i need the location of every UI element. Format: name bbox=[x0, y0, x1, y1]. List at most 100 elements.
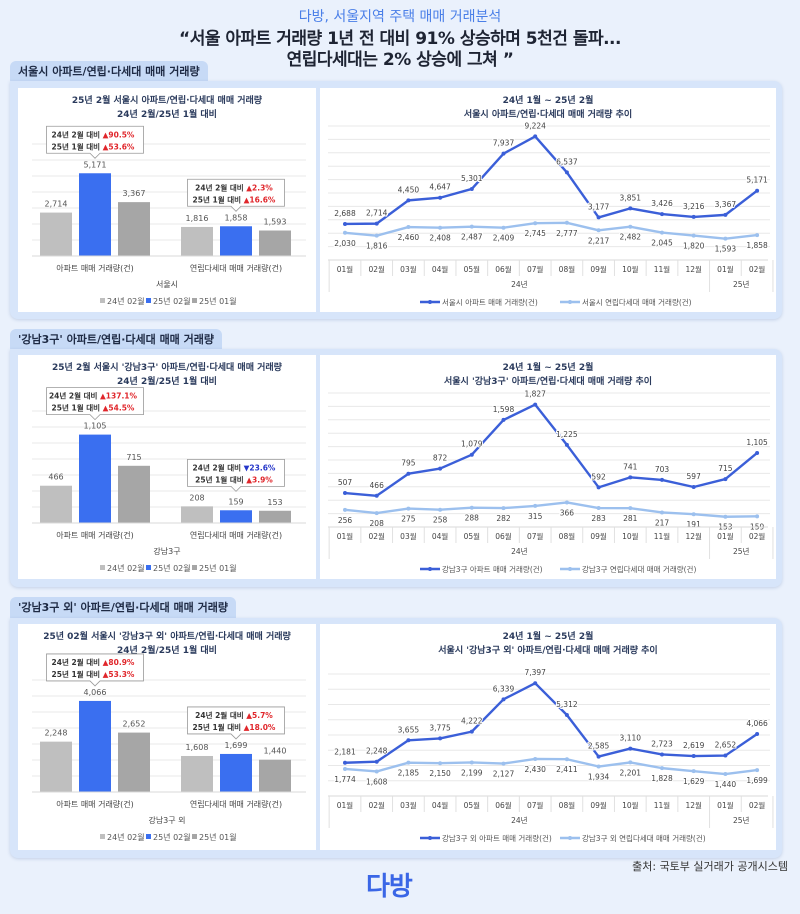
chart-subtitle: 서울시 아파트/연립·다세대 매매 거래량 추이 bbox=[464, 108, 632, 120]
legend-swatch bbox=[192, 834, 197, 839]
data-label: 3,851 bbox=[620, 193, 642, 202]
month-label: 01월 bbox=[337, 264, 354, 274]
data-label: 2,150 bbox=[429, 769, 451, 778]
data-point bbox=[596, 764, 601, 769]
callout-box bbox=[187, 706, 285, 740]
month-label: 07월 bbox=[527, 531, 544, 541]
callout-label: 25년 1월 대비 bbox=[52, 669, 103, 679]
month-label: 04월 bbox=[432, 800, 449, 810]
legend-label: 25년 02월 bbox=[153, 296, 191, 306]
month-label: 05월 bbox=[464, 800, 481, 810]
increase-value: ▲54.5% bbox=[103, 404, 135, 413]
data-label: 315 bbox=[528, 512, 543, 521]
legend-label: 25년 01월 bbox=[199, 296, 237, 306]
data-point bbox=[501, 697, 506, 702]
decrease-value: ▼23.6% bbox=[244, 463, 276, 472]
bar bbox=[220, 753, 252, 792]
month-label: 11월 bbox=[654, 800, 671, 810]
callout-line: 24년 2월 대비 ▲5.7% bbox=[195, 710, 273, 720]
callout-label: 25년 1월 대비 bbox=[193, 722, 244, 732]
data-point bbox=[469, 452, 474, 457]
data-label: 258 bbox=[433, 516, 448, 525]
year-label: 24년 bbox=[511, 279, 528, 289]
callout-line: 25년 1월 대비 ▲53.3% bbox=[52, 669, 135, 679]
legend-marker bbox=[568, 836, 572, 840]
data-label: 1,593 bbox=[715, 245, 737, 254]
month-label: 01월 bbox=[337, 800, 354, 810]
data-point bbox=[660, 477, 664, 482]
data-label: 1,828 bbox=[651, 774, 673, 783]
data-label: 6,339 bbox=[493, 684, 515, 693]
data-label: 281 bbox=[623, 514, 638, 523]
line-chart-gangnam3: 24년 1월 ~ 25년 2월 서울시 '강남3구' 아파트/연립·다세대 매매 … bbox=[320, 355, 776, 579]
bar bbox=[259, 230, 291, 256]
data-point bbox=[533, 503, 538, 508]
data-point bbox=[533, 756, 538, 761]
callout-label: 24년 2월 대비 bbox=[193, 462, 244, 472]
increase-value: ▲53.3% bbox=[103, 670, 135, 679]
bar-value-label: 715 bbox=[126, 453, 141, 462]
bar bbox=[79, 434, 111, 523]
bar bbox=[118, 465, 150, 523]
data-point bbox=[691, 512, 696, 517]
legend-label: 24년 02월 bbox=[107, 563, 145, 573]
data-point bbox=[755, 514, 760, 519]
data-point bbox=[374, 493, 379, 498]
data-label: 3,426 bbox=[651, 199, 673, 208]
data-point bbox=[628, 746, 633, 751]
bar-value-label: 2,248 bbox=[45, 729, 68, 738]
data-point bbox=[406, 760, 411, 765]
bar bbox=[118, 732, 150, 792]
data-point bbox=[469, 729, 474, 734]
month-label: 01월 bbox=[717, 531, 734, 541]
month-label: 11월 bbox=[654, 264, 671, 274]
callout-line: 24년 2월 대비 ▲2.3% bbox=[195, 182, 273, 192]
month-label: 10월 bbox=[622, 264, 639, 274]
increase-value: ▲90.5% bbox=[103, 130, 135, 139]
data-label: 1,934 bbox=[588, 773, 610, 782]
chart-subtitle: 24년 2월/25년 1월 대비 bbox=[117, 108, 217, 120]
category-label: 아파트 매매 거래량(건) bbox=[56, 530, 134, 540]
data-label: 5,171 bbox=[746, 176, 768, 185]
bar-chart-seoul: 25년 2월 서울시 아파트/연립·다세대 매매 거래량 24년 2월/25년 1… bbox=[18, 88, 316, 312]
bar-chart-non-gangnam3: 25년 02월 서울시 '강남3구 외' 아파트/연립·다세대 매매 거래량 24… bbox=[18, 624, 316, 850]
data-label: 208 bbox=[370, 519, 385, 528]
data-point bbox=[755, 768, 760, 773]
data-point bbox=[469, 224, 474, 229]
bar-value-label: 1,593 bbox=[264, 218, 287, 227]
data-label: 2,045 bbox=[651, 239, 673, 248]
month-label: 12월 bbox=[685, 800, 702, 810]
callout-line: 24년 2월 대비 ▲137.1% bbox=[49, 391, 138, 401]
data-label: 282 bbox=[496, 514, 511, 523]
month-label: 03월 bbox=[400, 264, 417, 274]
data-point bbox=[374, 233, 379, 238]
increase-value: ▲3.9% bbox=[246, 475, 273, 484]
month-label: 02월 bbox=[749, 800, 766, 810]
data-label: 2,723 bbox=[651, 739, 673, 748]
category-label: 연립다세대 매매 거래량(건) bbox=[190, 799, 282, 809]
callout-box bbox=[46, 125, 144, 159]
callout-box bbox=[187, 458, 285, 492]
data-point bbox=[691, 754, 696, 759]
chart-subtitle: 24년 2월/25년 1월 대비 bbox=[117, 375, 217, 387]
data-label: 1,225 bbox=[556, 430, 578, 439]
data-point bbox=[469, 760, 474, 765]
bar-value-label: 1,699 bbox=[225, 741, 248, 750]
increase-value: ▲16.6% bbox=[244, 195, 276, 204]
month-label: 04월 bbox=[432, 531, 449, 541]
year-label: 24년 bbox=[511, 546, 528, 556]
data-label: 5,301 bbox=[461, 174, 483, 183]
data-label: 1,699 bbox=[746, 776, 768, 785]
legend-swatch bbox=[100, 834, 105, 839]
data-label: 275 bbox=[401, 515, 416, 524]
data-label: 366 bbox=[560, 508, 575, 517]
category-label: 연립다세대 매매 거래량(건) bbox=[190, 530, 282, 540]
data-point bbox=[533, 134, 538, 139]
callout-line: 25년 1월 대비 ▲16.6% bbox=[193, 194, 276, 204]
data-label: 1,598 bbox=[493, 405, 515, 414]
bar bbox=[79, 173, 111, 256]
data-label: 1,079 bbox=[461, 440, 483, 449]
bar-value-label: 2,714 bbox=[45, 200, 68, 209]
legend-label: 서울시 아파트 매매 거래량(건) bbox=[442, 297, 538, 307]
callout-label: 24년 2월 대비 bbox=[195, 710, 246, 720]
